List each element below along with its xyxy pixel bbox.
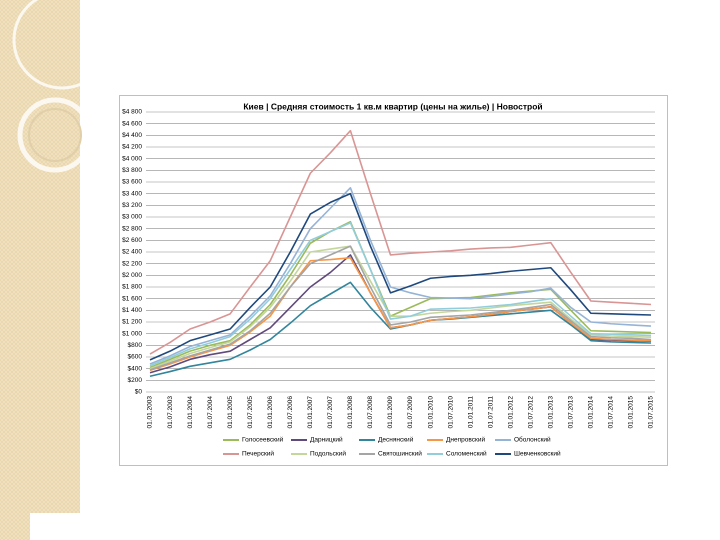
y-tick-label: $800 — [128, 342, 143, 349]
y-tick-label: $3 400 — [122, 190, 142, 197]
legend-label: Голосеевский — [242, 436, 284, 444]
legend-label: Подольский — [310, 450, 346, 458]
y-tick-label: $4 400 — [122, 132, 142, 139]
y-tick-label: $1 000 — [122, 330, 142, 337]
x-tick-label: 01.07.2004 — [207, 396, 214, 429]
x-tick-label: 01.07.2008 — [367, 396, 374, 429]
x-tick-label: 01.07.2013 — [568, 396, 575, 429]
x-tick-label: 01.07.2003 — [167, 396, 174, 429]
y-tick-label: $1 200 — [122, 319, 142, 326]
y-tick-label: $2 600 — [122, 237, 142, 244]
y-tick-label: $2 200 — [122, 260, 142, 267]
y-tick-label: $4 000 — [122, 155, 142, 162]
x-tick-label: 01.01.2012 — [507, 396, 514, 429]
y-tick-label: $1 400 — [122, 307, 142, 314]
legend-label: Дарницкий — [310, 436, 343, 444]
series-line — [149, 222, 652, 367]
x-tick-label: 01.07.2007 — [327, 396, 334, 429]
y-tick-label: $3 000 — [122, 214, 142, 221]
x-tick-label: 01.01.2011 — [467, 396, 474, 428]
legend-label: Днепровский — [446, 436, 485, 444]
legend-label: Оболонский — [514, 436, 551, 444]
x-tick-label: 01.07.2015 — [648, 396, 655, 429]
x-tick-label: 01.01.2010 — [427, 396, 434, 429]
x-tick-label: 01.07.2012 — [527, 396, 534, 429]
x-tick-label: 01.01.2007 — [307, 396, 314, 429]
corner-block — [30, 513, 80, 540]
y-tick-label: $600 — [128, 354, 143, 361]
y-tick-label: $2 400 — [122, 249, 142, 256]
y-tick-label: $400 — [128, 365, 143, 372]
y-tick-label: $2 800 — [122, 225, 142, 232]
y-tick-label: $2 000 — [122, 272, 142, 279]
series-line — [149, 257, 652, 372]
x-tick-label: 01.01.2005 — [227, 396, 234, 429]
decor-circle — [12, 0, 112, 90]
y-tick-label: $1 800 — [122, 284, 142, 291]
y-tick-label: $200 — [128, 377, 143, 384]
chart-title: Киев | Средняя стоимость 1 кв.м квартир … — [243, 101, 542, 111]
x-tick-label: 01.01.2004 — [187, 396, 194, 429]
x-tick-label: 01.01.2009 — [387, 396, 394, 429]
side-strip — [0, 0, 80, 540]
decor-circle — [28, 108, 82, 162]
x-tick-label: 01.07.2014 — [608, 396, 615, 429]
x-tick-label: 01.07.2010 — [447, 396, 454, 429]
series-line — [149, 245, 652, 371]
x-tick-label: 01.07.2011 — [487, 396, 494, 428]
x-tick-label: 01.07.2005 — [247, 396, 254, 429]
legend-label: Деснянский — [378, 436, 414, 444]
x-tick-label: 01.01.2006 — [267, 396, 274, 429]
y-tick-label: $4 800 — [122, 109, 142, 116]
series-line — [149, 245, 652, 370]
legend-label: Печерский — [242, 450, 274, 458]
decor-circle — [17, 97, 93, 173]
y-tick-label: $1 600 — [122, 295, 142, 302]
y-tick-label: $3 800 — [122, 167, 142, 174]
y-tick-label: $3 200 — [122, 202, 142, 209]
x-tick-label: 01.01.2013 — [548, 396, 555, 429]
legend-label: Святошинский — [378, 450, 422, 458]
x-tick-label: 01.07.2009 — [407, 396, 414, 429]
y-tick-label: $3 600 — [122, 179, 142, 186]
x-tick-label: 01.01.2003 — [147, 396, 154, 429]
y-tick-label: $4 600 — [122, 120, 142, 127]
x-tick-label: 01.01.2008 — [347, 396, 354, 429]
y-tick-label: $0 — [135, 389, 143, 396]
y-tick-label: $4 200 — [122, 144, 142, 151]
series-line — [149, 129, 652, 355]
legend-label: Шевченковский — [514, 450, 561, 458]
x-tick-label: 01.01.2015 — [628, 396, 635, 429]
x-tick-label: 01.07.2006 — [287, 396, 294, 429]
series-line — [149, 220, 652, 369]
legend-label: Соломенский — [446, 450, 487, 458]
series-line — [149, 192, 652, 361]
x-tick-label: 01.01.2014 — [588, 396, 595, 429]
